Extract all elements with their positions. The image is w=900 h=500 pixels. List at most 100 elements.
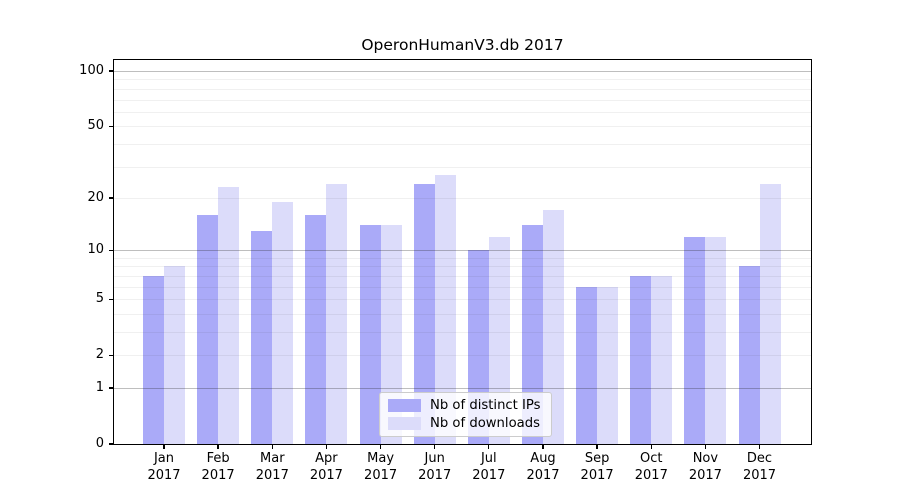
y-tick-50 (108, 125, 114, 127)
gridline-minor-40 (114, 143, 811, 145)
x-tick-year-aug: 2017 (526, 467, 560, 483)
y-tick-5 (108, 298, 114, 300)
gridline-major-1 (114, 388, 811, 389)
y-tick-20 (108, 197, 114, 199)
y-tick-label-100: 100 (79, 63, 104, 78)
bar-nb-of-distinct-ips-sep (576, 286, 598, 444)
x-tick-year-dec: 2017 (742, 467, 777, 483)
x-tick-jun (434, 444, 436, 449)
legend-label-distinct-ips: Nb of distinct IPs (430, 398, 541, 413)
gridline-minor-50 (114, 126, 811, 128)
gridline-minor-2 (114, 355, 811, 357)
x-tick-year-oct: 2017 (634, 467, 668, 483)
x-tick-label-nov: Nov 2017 (674, 451, 736, 484)
gridline-minor-8 (114, 266, 811, 268)
x-tick-apr (325, 444, 328, 449)
x-tick-sep (596, 444, 598, 449)
y-tick-0 (108, 443, 114, 445)
x-tick-year-sep: 2017 (580, 467, 614, 483)
x-tick-jan (163, 444, 165, 449)
gridline-major-100 (114, 71, 811, 72)
legend-row-downloads: Nb of downloads (388, 416, 541, 431)
x-tick-aug (542, 444, 544, 449)
x-tick-label-may: May 2017 (350, 451, 412, 484)
bar-nb-of-downloads-feb (218, 187, 240, 444)
bar-nb-of-downloads-jan (164, 266, 185, 444)
x-tick-jul (488, 444, 490, 449)
x-tick-label-feb: Feb 2017 (187, 451, 249, 484)
bar-nb-of-distinct-ips-oct (630, 275, 652, 444)
bar-nb-of-downloads-nov (705, 236, 727, 444)
x-tick-label-dec: Dec 2017 (729, 451, 791, 484)
x-tick-year-feb: 2017 (201, 467, 235, 483)
bar-nb-of-downloads-aug (542, 210, 564, 444)
bar-nb-of-distinct-ips-jan (143, 275, 164, 444)
x-tick-label-mar: Mar 2017 (241, 451, 303, 484)
y-tick-10 (108, 249, 114, 251)
x-tick-may (379, 444, 382, 449)
gridline-minor-90 (114, 79, 811, 81)
x-tick-year-apr: 2017 (309, 467, 343, 483)
y-tick-2 (108, 354, 114, 356)
gridline-minor-30 (114, 166, 811, 168)
bar-nb-of-distinct-ips-aug (521, 225, 543, 444)
x-tick-oct (650, 444, 652, 449)
gridline-minor-70 (114, 99, 811, 101)
gridline-minor-3 (114, 332, 811, 333)
x-tick-label-jun: Jun 2017 (404, 451, 466, 484)
legend-label-downloads: Nb of downloads (430, 416, 540, 431)
bar-nb-of-distinct-ips-jun (413, 183, 435, 444)
gridline-minor-60 (114, 111, 811, 113)
bar-nb-of-distinct-ips-feb (197, 215, 219, 444)
bar-nb-of-distinct-ips-mar (251, 230, 273, 444)
y-tick-label-5: 5 (95, 291, 104, 307)
y-tick-label-20: 20 (87, 189, 104, 205)
x-tick-feb (217, 444, 219, 449)
x-tick-label-sep: Sep 2017 (566, 451, 628, 484)
bar-nb-of-distinct-ips-nov (684, 236, 706, 444)
gridline-minor-80 (114, 88, 811, 90)
gridline-major-10 (114, 250, 811, 252)
chart-title: OperonHumanV3.db 2017 (361, 36, 564, 54)
bar-nb-of-downloads-jun (434, 174, 456, 444)
bar-nb-of-distinct-ips-apr (305, 215, 327, 444)
x-tick-dec (758, 444, 761, 449)
y-tick-label-0: 0 (95, 436, 104, 451)
x-tick-label-jul: Jul 2017 (458, 451, 520, 484)
y-tick-label-10: 10 (87, 242, 104, 258)
x-tick-mar (271, 444, 273, 449)
bar-nb-of-downloads-may (380, 225, 402, 444)
bar-nb-of-distinct-ips-may (359, 225, 381, 444)
bar-nb-of-downloads-sep (597, 286, 619, 444)
x-tick-nov (704, 444, 707, 449)
bar-nb-of-downloads-dec (759, 183, 781, 444)
x-tick-label-aug: Aug 2017 (512, 451, 574, 484)
y-tick-1 (108, 387, 114, 389)
gridline-minor-4 (114, 313, 811, 315)
bar-nb-of-downloads-oct (651, 275, 673, 444)
plot-area: Nb of distinct IPs Nb of downloads (113, 59, 812, 445)
x-tick-label-oct: Oct 2017 (620, 451, 682, 484)
y-tick-label-1: 1 (95, 380, 104, 395)
distinct-ips-swatch (388, 399, 421, 412)
x-tick-year-jul: 2017 (472, 467, 506, 483)
x-tick-label-jan: Jan 2017 (133, 451, 195, 484)
bar-nb-of-downloads-apr (326, 183, 348, 444)
gridline-minor-20 (114, 197, 811, 199)
y-tick-label-2: 2 (95, 347, 104, 363)
x-tick-year-nov: 2017 (688, 467, 722, 483)
x-tick-year-jun: 2017 (418, 467, 452, 483)
bar-nb-of-downloads-mar (272, 201, 294, 444)
downloads-swatch (388, 417, 421, 430)
gridline-minor-9 (114, 257, 811, 259)
x-tick-year-may: 2017 (364, 467, 398, 483)
gridline-minor-7 (114, 275, 811, 277)
gridline-minor-5 (114, 299, 811, 301)
x-tick-label-apr: Apr 2017 (295, 451, 357, 484)
x-tick-year-jan: 2017 (147, 467, 181, 483)
gridline-minor-6 (114, 286, 811, 288)
y-tick-100 (108, 70, 114, 72)
y-tick-label-50: 50 (87, 118, 104, 134)
legend-row-distinct-ips: Nb of distinct IPs (388, 398, 541, 413)
